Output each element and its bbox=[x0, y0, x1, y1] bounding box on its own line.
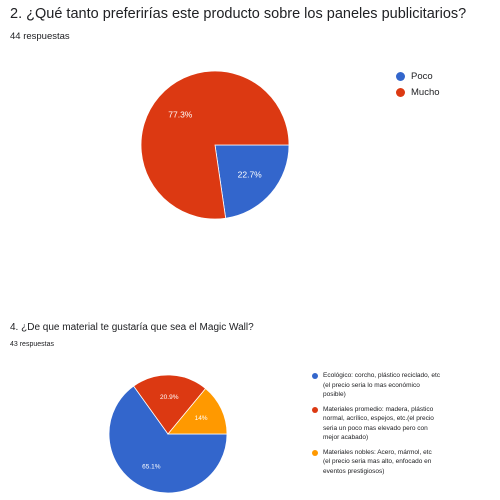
q2-legend-label-nobles: Materiales nobles: Acero, mármol, etc (e… bbox=[323, 448, 432, 477]
q2-label-materiales: 20.9% bbox=[160, 394, 179, 401]
q2-legend-item-ecologico: Ecológico: corcho, plástico reciclado, e… bbox=[312, 371, 480, 400]
q1-title: 2. ¿Qué tanto preferirías este producto … bbox=[10, 6, 466, 22]
q1-legend: Poco Mucho bbox=[396, 68, 440, 100]
q2-legend-item-nobles: Materiales nobles: Acero, mármol, etc (e… bbox=[312, 448, 480, 477]
q2-title: 4. ¿De que material te gustaría que sea … bbox=[10, 322, 254, 333]
q1-legend-label-mucho: Mucho bbox=[411, 87, 440, 98]
q2-label-ecologico: 65.1% bbox=[142, 463, 161, 470]
q1-slice-poco bbox=[215, 145, 289, 218]
q2-legend-label-ecologico: Ecológico: corcho, plástico reciclado, e… bbox=[323, 371, 440, 400]
q1-legend-swatch-poco bbox=[396, 72, 405, 81]
q1-label-poco: 22.7% bbox=[238, 169, 263, 179]
q1-label-mucho: 77.3% bbox=[168, 109, 193, 119]
q2-legend-swatch-nobles bbox=[312, 450, 318, 456]
q1-response-count: 44 respuestas bbox=[10, 31, 70, 42]
q2-legend-label-promedio: Materiales promedio: madera, plástico no… bbox=[323, 405, 434, 443]
q1-legend-item-mucho: Mucho bbox=[396, 84, 440, 100]
q2-legend-item-promedio: Materiales promedio: madera, plástico no… bbox=[312, 405, 480, 443]
q2-label-materiales: 14% bbox=[195, 415, 208, 422]
q1-legend-item-poco: Poco bbox=[396, 68, 440, 84]
q2-pie-chart: 65.1% 20.9% 14% bbox=[108, 374, 228, 494]
q2-response-count: 43 respuestas bbox=[10, 341, 54, 348]
q2-legend: Ecológico: corcho, plástico reciclado, e… bbox=[312, 371, 480, 481]
q1-legend-label-poco: Poco bbox=[411, 71, 433, 82]
q1-legend-swatch-mucho bbox=[396, 88, 405, 97]
q2-legend-swatch-promedio bbox=[312, 407, 318, 413]
q2-legend-swatch-ecologico bbox=[312, 373, 318, 379]
q1-pie-chart: 22.7% 77.3% bbox=[140, 70, 290, 220]
